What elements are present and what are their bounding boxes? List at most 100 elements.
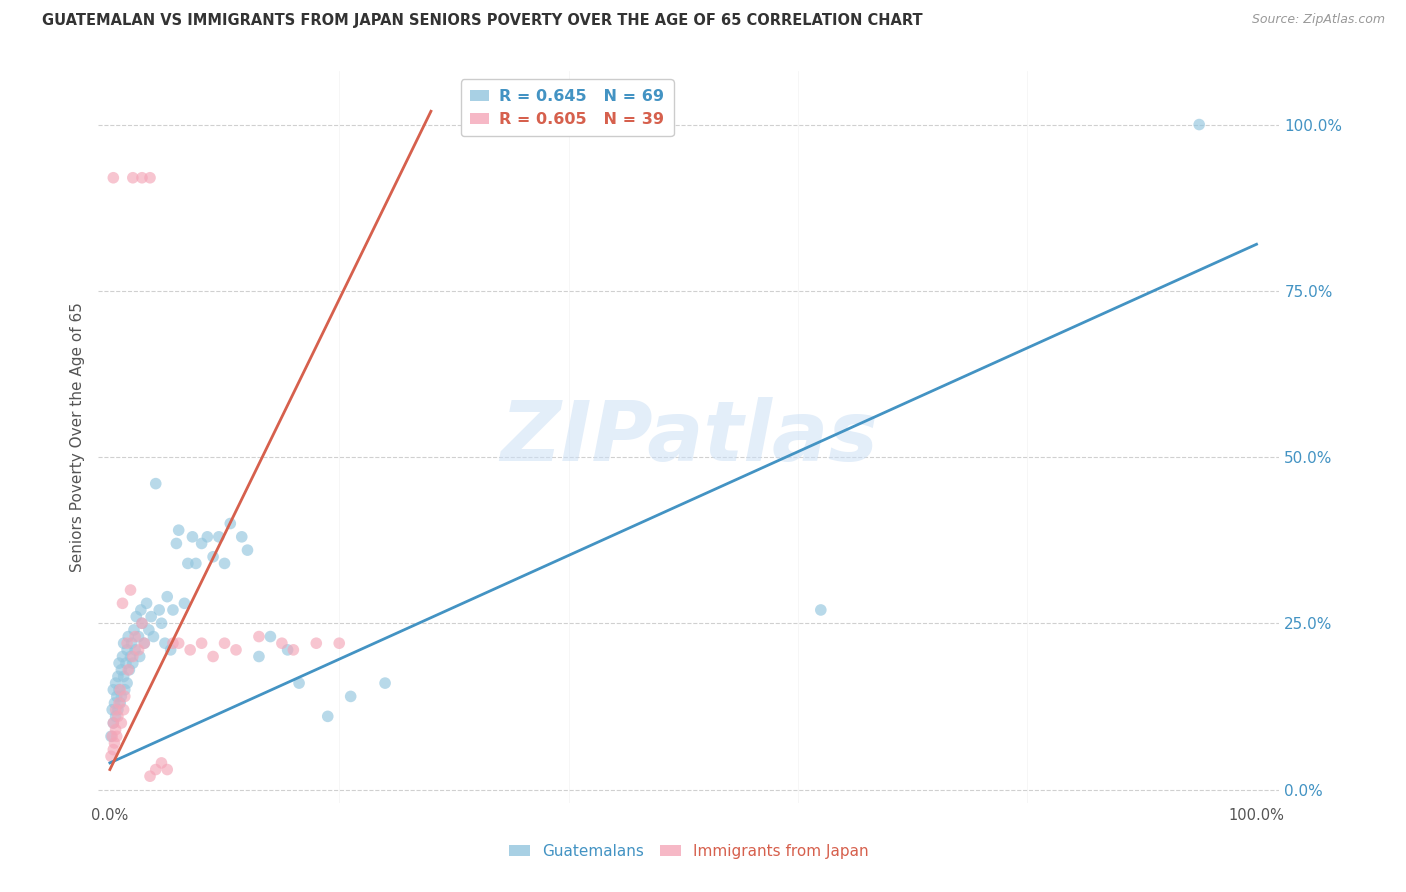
Point	[202, 649, 225, 664]
Point	[115, 676, 138, 690]
Point	[108, 696, 131, 710]
Point	[139, 170, 162, 185]
Point	[124, 630, 146, 644]
Point	[153, 636, 176, 650]
Point	[103, 170, 125, 185]
Point	[150, 616, 173, 631]
Point	[117, 630, 139, 644]
Point	[108, 656, 131, 670]
Point	[108, 682, 131, 697]
Text: ZIPatlas: ZIPatlas	[501, 397, 877, 477]
Point	[121, 636, 143, 650]
Point	[129, 603, 152, 617]
Point	[162, 636, 184, 650]
Point	[103, 682, 125, 697]
Point	[111, 649, 134, 664]
Point	[112, 636, 135, 650]
Point	[128, 630, 150, 644]
Point	[259, 630, 281, 644]
Point	[131, 616, 153, 631]
Point	[167, 636, 190, 650]
Point	[202, 549, 225, 564]
Point	[270, 636, 292, 650]
Point	[138, 623, 160, 637]
Point	[288, 676, 311, 690]
Text: Source: ZipAtlas.com: Source: ZipAtlas.com	[1251, 13, 1385, 27]
Point	[105, 690, 128, 704]
Point	[214, 636, 236, 650]
Point	[247, 649, 270, 664]
Point	[177, 557, 200, 571]
Point	[101, 729, 124, 743]
Point	[115, 656, 138, 670]
Point	[110, 716, 132, 731]
Point	[124, 643, 146, 657]
Point	[105, 729, 128, 743]
Point	[190, 636, 212, 650]
Point	[162, 603, 184, 617]
Point	[139, 769, 162, 783]
Point	[231, 530, 253, 544]
Point	[103, 716, 125, 731]
Point	[277, 643, 299, 657]
Point	[283, 643, 305, 657]
Point	[104, 709, 127, 723]
Point	[112, 703, 135, 717]
Point	[219, 516, 242, 531]
Point	[214, 557, 236, 571]
Point	[104, 676, 127, 690]
Point	[112, 669, 135, 683]
Point	[141, 609, 163, 624]
Point	[810, 603, 832, 617]
Point	[165, 536, 187, 550]
Point	[121, 649, 143, 664]
Point	[181, 530, 204, 544]
Point	[305, 636, 328, 650]
Point	[173, 596, 195, 610]
Point	[120, 582, 142, 597]
Point	[131, 616, 153, 631]
Point	[115, 636, 138, 650]
Point	[114, 682, 136, 697]
Point	[100, 749, 122, 764]
Point	[208, 530, 231, 544]
Point	[247, 630, 270, 644]
Point	[236, 543, 259, 558]
Point	[118, 663, 141, 677]
Point	[184, 557, 207, 571]
Point	[150, 756, 173, 770]
Point	[107, 669, 129, 683]
Point	[114, 690, 136, 704]
Point	[134, 636, 156, 650]
Point	[108, 682, 131, 697]
Point	[103, 742, 125, 756]
Point	[121, 170, 143, 185]
Point	[128, 649, 150, 664]
Point	[120, 649, 142, 664]
Point	[148, 603, 170, 617]
Point	[156, 590, 179, 604]
Legend: Guatemalans, Immigrants from Japan: Guatemalans, Immigrants from Japan	[503, 838, 875, 864]
Point	[103, 696, 125, 710]
Point	[167, 523, 190, 537]
Point	[159, 643, 181, 657]
Point	[135, 596, 157, 610]
Point	[195, 530, 218, 544]
Text: GUATEMALAN VS IMMIGRANTS FROM JAPAN SENIORS POVERTY OVER THE AGE OF 65 CORRELATI: GUATEMALAN VS IMMIGRANTS FROM JAPAN SENI…	[42, 13, 922, 29]
Point	[125, 609, 148, 624]
Point	[110, 690, 132, 704]
Point	[131, 170, 153, 185]
Point	[115, 643, 138, 657]
Point	[104, 703, 127, 717]
Point	[103, 736, 125, 750]
Point	[100, 729, 122, 743]
Point	[107, 703, 129, 717]
Point	[328, 636, 350, 650]
Point	[339, 690, 361, 704]
Point	[101, 703, 124, 717]
Point	[111, 596, 134, 610]
Point	[107, 709, 129, 723]
Point	[179, 643, 201, 657]
Point	[110, 663, 132, 677]
Point	[103, 716, 125, 731]
